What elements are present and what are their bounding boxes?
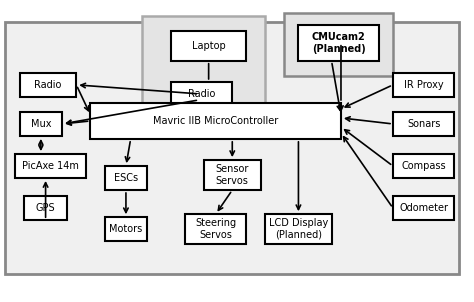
- Bar: [143, 16, 265, 121]
- Text: ESCs: ESCs: [114, 173, 138, 183]
- Bar: [185, 214, 246, 244]
- Text: PicAxe 14m: PicAxe 14m: [22, 161, 79, 171]
- Bar: [171, 82, 232, 106]
- Bar: [19, 112, 62, 136]
- Text: IR Proxy: IR Proxy: [404, 80, 444, 90]
- Text: Sensor
Servos: Sensor Servos: [216, 164, 249, 186]
- Bar: [265, 214, 331, 244]
- Bar: [393, 196, 455, 220]
- Bar: [24, 196, 67, 220]
- Bar: [15, 154, 86, 178]
- Bar: [299, 25, 379, 61]
- Text: Compass: Compass: [401, 161, 446, 171]
- Text: Radio: Radio: [188, 89, 215, 99]
- Text: Laptop: Laptop: [192, 41, 226, 51]
- Bar: [393, 73, 455, 97]
- Bar: [171, 31, 246, 61]
- Text: Radio: Radio: [34, 80, 62, 90]
- Bar: [19, 73, 76, 97]
- Bar: [204, 160, 261, 190]
- Text: CMUcam2
(Planned): CMUcam2 (Planned): [312, 32, 365, 53]
- Text: Odometer: Odometer: [399, 203, 448, 213]
- Text: Mavric IIB MicroController: Mavric IIB MicroController: [153, 116, 278, 126]
- Bar: [5, 22, 459, 274]
- Bar: [393, 112, 455, 136]
- Bar: [105, 217, 147, 241]
- Bar: [393, 154, 455, 178]
- Bar: [105, 166, 147, 190]
- Text: GPS: GPS: [36, 203, 55, 213]
- Text: Motors: Motors: [109, 224, 143, 234]
- Text: Mux: Mux: [31, 119, 51, 129]
- Bar: [284, 13, 393, 76]
- Text: Sonars: Sonars: [407, 119, 440, 129]
- Text: LCD Display
(Planned): LCD Display (Planned): [269, 218, 328, 240]
- Bar: [91, 103, 341, 139]
- Text: Steering
Servos: Steering Servos: [195, 218, 237, 240]
